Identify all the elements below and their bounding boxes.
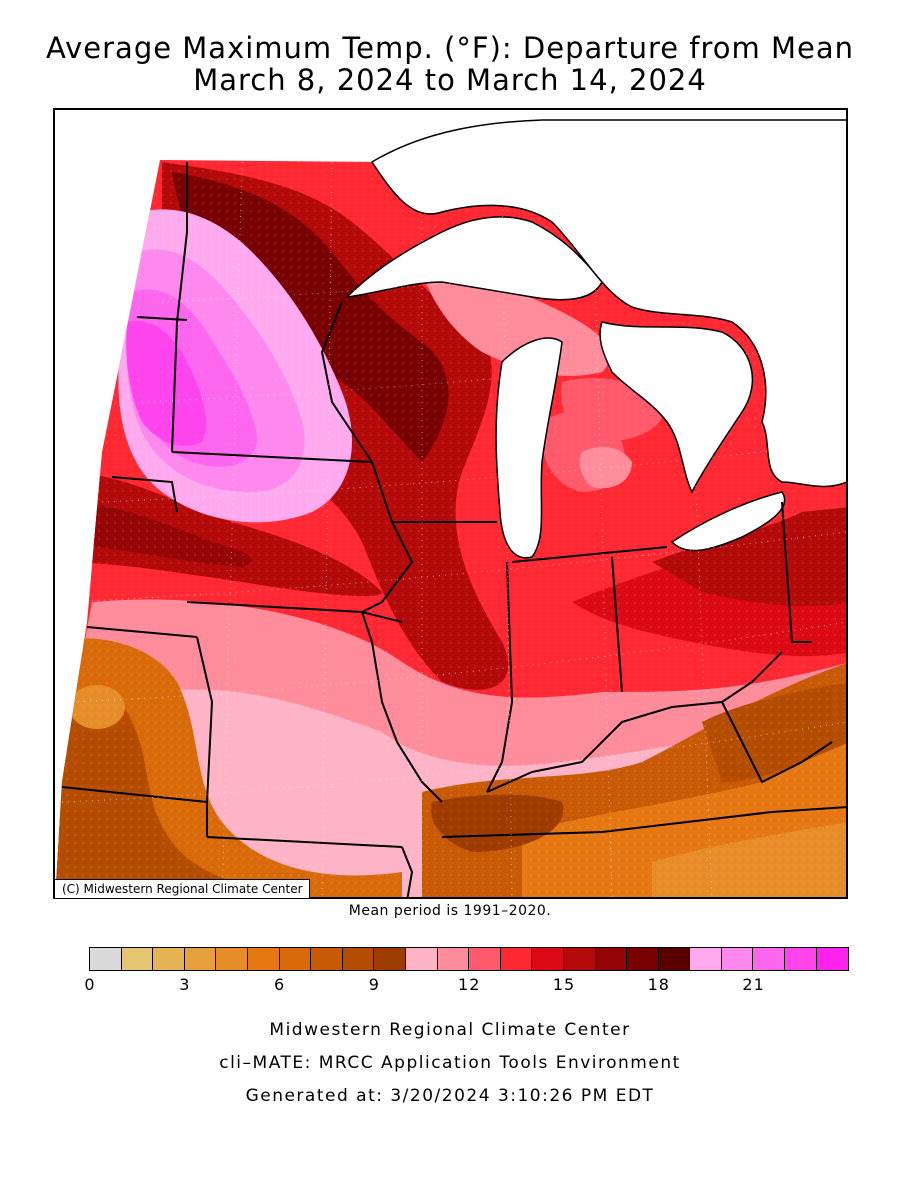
map-date-range: March 8, 2024 to March 14, 2024 xyxy=(193,63,707,97)
border-ia-il xyxy=(361,461,414,613)
footer-organization: Midwestern Regional Climate Center xyxy=(269,1020,631,1040)
legend-color-swatch xyxy=(90,948,122,970)
legend-color-swatch xyxy=(753,948,786,970)
border-mi-in xyxy=(511,546,668,563)
legend-color-swatch xyxy=(500,948,533,970)
legend-tick-label: 12 xyxy=(458,975,481,994)
great-lakes xyxy=(344,119,846,559)
copyright-credit: (C) Midwestern Regional Climate Center xyxy=(55,879,310,898)
legend-color-swatch xyxy=(469,948,501,970)
color-legend-bar xyxy=(89,947,850,971)
legend-color-swatch xyxy=(374,948,406,970)
legend-tick-label: 18 xyxy=(647,975,670,994)
lake-michigan xyxy=(495,337,563,559)
lake-huron xyxy=(599,321,754,494)
footer-generated-at: Generated at: 3/20/2024 3:10:26 PM EDT xyxy=(245,1086,655,1106)
legend-tick-label: 9 xyxy=(368,975,380,994)
legend-color-swatch xyxy=(247,948,280,970)
border-mn-ia xyxy=(171,451,373,463)
legend-color-swatch xyxy=(342,948,375,970)
mean-period-note: Mean period is 1991–2020. xyxy=(348,903,552,919)
legend-tick-label: 6 xyxy=(274,975,286,994)
border-mn-wi xyxy=(320,301,373,463)
border-il-in xyxy=(486,561,514,793)
legend-color-swatch xyxy=(121,948,154,970)
legend-color-swatch xyxy=(721,948,754,970)
legend-color-swatch xyxy=(532,948,564,970)
color-legend-ticks: 0 3 6 9 12 15 18 21 xyxy=(84,975,811,995)
border-in-oh xyxy=(611,556,623,693)
legend-color-swatch xyxy=(437,948,470,970)
legend-tick-label: 15 xyxy=(552,975,576,994)
legend-color-swatch xyxy=(627,948,659,970)
border-sd-ne xyxy=(111,476,178,513)
legend-color-swatch xyxy=(311,948,343,970)
legend-color-swatch xyxy=(563,948,596,970)
legend-color-swatch xyxy=(816,948,849,970)
border-ks-mo xyxy=(196,636,214,837)
legend-color-swatch xyxy=(153,948,185,970)
legend-color-swatch xyxy=(279,948,312,970)
graticule xyxy=(61,131,846,897)
border-ne-ks xyxy=(86,626,198,638)
temperature-departure-map xyxy=(55,119,846,897)
border-ok-ks xyxy=(61,786,208,803)
border-mo-ar xyxy=(206,836,403,848)
footer-tool-name: cli–MATE: MRCC Application Tools Environ… xyxy=(219,1053,681,1073)
state-borders xyxy=(61,162,846,897)
legend-tick-label: 21 xyxy=(742,975,765,994)
map-panel xyxy=(53,108,848,899)
legend-color-swatch xyxy=(690,948,722,970)
legend-color-swatch xyxy=(658,948,691,970)
border-nd-sd xyxy=(136,316,188,321)
border-oh-pa xyxy=(781,501,812,643)
map-title: Average Maximum Temp. (°F): Departure fr… xyxy=(45,31,855,65)
border-wv-va xyxy=(721,701,833,784)
legend-color-swatch xyxy=(785,948,817,970)
legend-color-swatch xyxy=(216,948,248,970)
border-nd-mn xyxy=(171,162,188,453)
border-ky-tn xyxy=(441,806,846,838)
border-il-mo xyxy=(361,611,443,803)
legend-color-swatch xyxy=(184,948,217,970)
border-ohio-river xyxy=(486,651,783,793)
border-mississippi-south xyxy=(401,846,414,897)
legend-color-swatch xyxy=(595,948,628,970)
canada-land xyxy=(370,119,846,488)
legend-tick-label: 3 xyxy=(179,975,191,994)
legend-tick-label: 0 xyxy=(84,975,96,994)
legend-color-swatch xyxy=(405,948,438,970)
